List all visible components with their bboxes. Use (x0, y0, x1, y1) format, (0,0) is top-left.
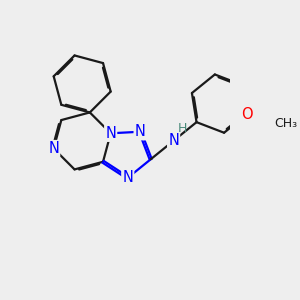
Text: H: H (178, 122, 187, 135)
Text: CH₃: CH₃ (274, 117, 297, 130)
Text: N: N (48, 141, 59, 156)
Text: N: N (105, 126, 116, 141)
Text: N: N (122, 170, 133, 185)
Text: O: O (241, 107, 253, 122)
Text: N: N (135, 124, 146, 139)
Text: N: N (168, 133, 179, 148)
